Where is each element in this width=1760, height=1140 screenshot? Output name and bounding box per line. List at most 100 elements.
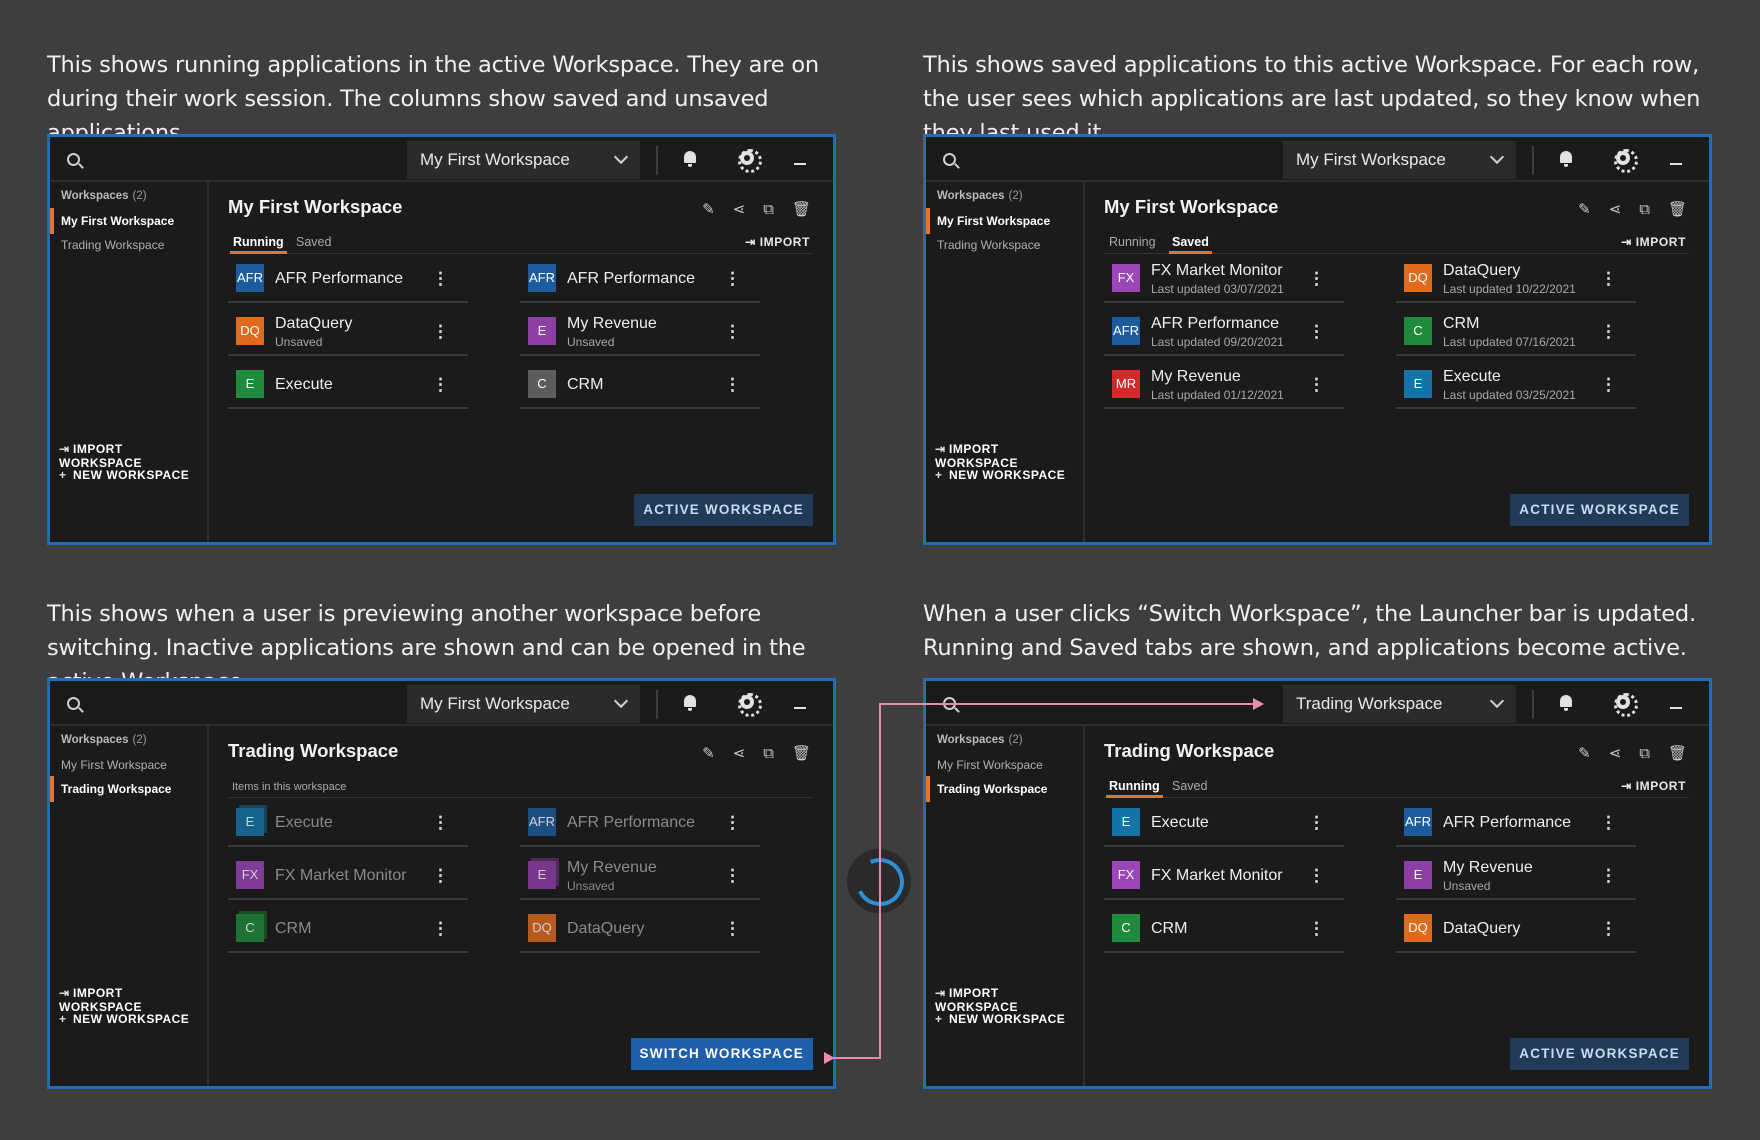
app-row[interactable]: E Execute ⋮ bbox=[228, 799, 468, 847]
duplicate-icon[interactable]: ⧉ bbox=[1639, 745, 1668, 762]
app-row[interactable]: AFR AFR Performance ⋮ bbox=[1396, 799, 1636, 847]
more-options-icon[interactable]: ⋮ bbox=[432, 269, 449, 288]
more-options-icon[interactable]: ⋮ bbox=[1600, 919, 1617, 938]
search-icon[interactable] bbox=[67, 153, 80, 166]
more-options-icon[interactable]: ⋮ bbox=[432, 866, 449, 885]
active-workspace-button[interactable]: ACTIVE WORKSPACE bbox=[1510, 494, 1689, 526]
more-options-icon[interactable]: ⋮ bbox=[432, 919, 449, 938]
duplicate-icon[interactable]: ⧉ bbox=[1639, 201, 1668, 218]
bell-icon[interactable] bbox=[684, 151, 696, 167]
tab-running[interactable]: Running bbox=[1109, 235, 1156, 249]
trash-icon[interactable]: 🗑 bbox=[1667, 201, 1687, 218]
active-workspace-button[interactable]: ACTIVE WORKSPACE bbox=[1510, 1038, 1689, 1070]
tab-running[interactable]: Running bbox=[230, 235, 287, 254]
gear-icon[interactable] bbox=[738, 149, 762, 173]
more-options-icon[interactable]: ⋮ bbox=[1600, 322, 1617, 341]
app-row[interactable]: DQ DataQuery Last updated 10/22/2021 ⋮ bbox=[1396, 255, 1636, 303]
share-icon[interactable]: ⋖ bbox=[1608, 201, 1640, 218]
sidebar-item-trading-workspace[interactable]: Trading Workspace bbox=[926, 776, 1083, 802]
new-workspace-button[interactable]: + NEW WORKSPACE bbox=[935, 468, 1065, 482]
more-options-icon[interactable]: ⋮ bbox=[1600, 866, 1617, 885]
more-options-icon[interactable]: ⋮ bbox=[1308, 375, 1325, 394]
more-options-icon[interactable]: ⋮ bbox=[724, 322, 741, 341]
import-workspace-button[interactable]: ⇥ IMPORT WORKSPACE bbox=[935, 986, 1083, 1014]
trash-icon[interactable]: 🗑 bbox=[1667, 745, 1687, 762]
duplicate-icon[interactable]: ⧉ bbox=[763, 201, 792, 218]
more-options-icon[interactable]: ⋮ bbox=[1308, 919, 1325, 938]
sidebar-item-my-first-workspace[interactable]: My First Workspace bbox=[50, 208, 207, 234]
app-row[interactable]: E My Revenue Unsaved ⋮ bbox=[520, 852, 760, 900]
sidebar-item-my-first-workspace[interactable]: My First Workspace bbox=[937, 758, 1043, 772]
import-workspace-button[interactable]: ⇥ IMPORT WORKSPACE bbox=[59, 442, 207, 470]
minimize-icon[interactable] bbox=[1670, 707, 1682, 709]
more-options-icon[interactable]: ⋮ bbox=[432, 813, 449, 832]
active-workspace-button[interactable]: ACTIVE WORKSPACE bbox=[634, 494, 813, 526]
tab-saved[interactable]: Saved bbox=[1172, 779, 1208, 793]
workspace-select[interactable]: Trading Workspace bbox=[1283, 685, 1516, 723]
new-workspace-button[interactable]: + NEW WORKSPACE bbox=[59, 1012, 189, 1026]
sidebar-item-my-first-workspace[interactable]: My First Workspace bbox=[926, 208, 1083, 234]
gear-icon[interactable] bbox=[1614, 149, 1638, 173]
pencil-icon[interactable]: ✎ bbox=[1578, 201, 1609, 218]
import-workspace-button[interactable]: ⇥ IMPORT WORKSPACE bbox=[935, 442, 1083, 470]
app-row[interactable]: FX FX Market Monitor Last updated 03/07/… bbox=[1104, 255, 1344, 303]
app-row[interactable]: C CRM ⋮ bbox=[1104, 905, 1344, 953]
trash-icon[interactable]: 🗑 bbox=[791, 745, 811, 762]
app-row[interactable]: DQ DataQuery ⋮ bbox=[1396, 905, 1636, 953]
more-options-icon[interactable]: ⋮ bbox=[724, 866, 741, 885]
share-icon[interactable]: ⋖ bbox=[1608, 745, 1640, 762]
tab-running[interactable]: Running bbox=[1106, 779, 1163, 798]
import-button[interactable]: ⇥ IMPORT bbox=[1621, 779, 1686, 793]
gear-icon[interactable] bbox=[738, 693, 762, 717]
app-row[interactable]: E My Revenue Unsaved ⋮ bbox=[520, 308, 760, 356]
more-options-icon[interactable]: ⋮ bbox=[1308, 866, 1325, 885]
more-options-icon[interactable]: ⋮ bbox=[432, 322, 449, 341]
import-workspace-button[interactable]: ⇥ IMPORT WORKSPACE bbox=[59, 986, 207, 1014]
sidebar-item-my-first-workspace[interactable]: My First Workspace bbox=[61, 758, 167, 772]
bell-icon[interactable] bbox=[684, 695, 696, 711]
more-options-icon[interactable]: ⋮ bbox=[724, 269, 741, 288]
minimize-icon[interactable] bbox=[1670, 163, 1682, 165]
sidebar-item-trading-workspace[interactable]: Trading Workspace bbox=[937, 238, 1041, 252]
bell-icon[interactable] bbox=[1560, 151, 1572, 167]
more-options-icon[interactable]: ⋮ bbox=[1600, 269, 1617, 288]
app-row[interactable]: E Execute ⋮ bbox=[228, 361, 468, 409]
duplicate-icon[interactable]: ⧉ bbox=[763, 745, 792, 762]
more-options-icon[interactable]: ⋮ bbox=[1308, 813, 1325, 832]
more-options-icon[interactable]: ⋮ bbox=[1308, 322, 1325, 341]
trash-icon[interactable]: 🗑 bbox=[791, 201, 811, 218]
more-options-icon[interactable]: ⋮ bbox=[1600, 375, 1617, 394]
tab-saved[interactable]: Saved bbox=[296, 235, 332, 249]
share-icon[interactable]: ⋖ bbox=[732, 745, 764, 762]
new-workspace-button[interactable]: + NEW WORKSPACE bbox=[935, 1012, 1065, 1026]
more-options-icon[interactable]: ⋮ bbox=[432, 375, 449, 394]
new-workspace-button[interactable]: + NEW WORKSPACE bbox=[59, 468, 189, 482]
app-row[interactable]: C CRM ⋮ bbox=[228, 905, 468, 953]
gear-icon[interactable] bbox=[1614, 693, 1638, 717]
bell-icon[interactable] bbox=[1560, 695, 1572, 711]
app-row[interactable]: AFR AFR Performance ⋮ bbox=[520, 799, 760, 847]
more-options-icon[interactable]: ⋮ bbox=[724, 813, 741, 832]
pencil-icon[interactable]: ✎ bbox=[702, 201, 733, 218]
app-row[interactable]: C CRM Last updated 07/16/2021 ⋮ bbox=[1396, 308, 1636, 356]
app-row[interactable]: C CRM ⋮ bbox=[520, 361, 760, 409]
more-options-icon[interactable]: ⋮ bbox=[724, 375, 741, 394]
import-button[interactable]: ⇥ IMPORT bbox=[745, 235, 810, 249]
search-icon[interactable] bbox=[943, 153, 956, 166]
app-row[interactable]: AFR AFR Performance ⋮ bbox=[228, 255, 468, 303]
share-icon[interactable]: ⋖ bbox=[732, 201, 764, 218]
more-options-icon[interactable]: ⋮ bbox=[724, 919, 741, 938]
app-row[interactable]: FX FX Market Monitor ⋮ bbox=[228, 852, 468, 900]
search-icon[interactable] bbox=[67, 697, 80, 710]
more-options-icon[interactable]: ⋮ bbox=[1600, 813, 1617, 832]
pencil-icon[interactable]: ✎ bbox=[1578, 745, 1609, 762]
app-row[interactable]: AFR AFR Performance Last updated 09/20/2… bbox=[1104, 308, 1344, 356]
workspace-select[interactable]: My First Workspace bbox=[407, 141, 640, 179]
app-row[interactable]: AFR AFR Performance ⋮ bbox=[520, 255, 760, 303]
sidebar-item-trading-workspace[interactable]: Trading Workspace bbox=[61, 238, 165, 252]
app-row[interactable]: E Execute ⋮ bbox=[1104, 799, 1344, 847]
workspace-select[interactable]: My First Workspace bbox=[1283, 141, 1516, 179]
app-row[interactable]: E My Revenue Unsaved ⋮ bbox=[1396, 852, 1636, 900]
more-options-icon[interactable]: ⋮ bbox=[1308, 269, 1325, 288]
app-row[interactable]: DQ DataQuery Unsaved ⋮ bbox=[228, 308, 468, 356]
